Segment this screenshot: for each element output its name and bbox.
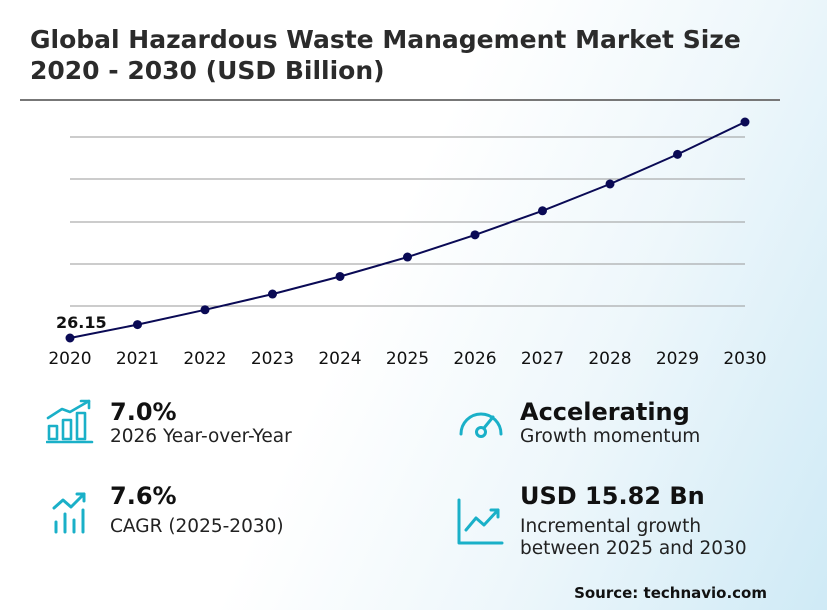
stat-cagr-value: 7.6% [110, 482, 177, 510]
stat-incremental-label-2: between 2025 and 2030 [520, 538, 747, 559]
x-tick-label: 2030 [723, 349, 766, 369]
x-tick-label: 2022 [183, 349, 226, 369]
stat-cagr-label: CAGR (2025-2030) [110, 516, 284, 537]
x-tick-label: 2025 [386, 349, 429, 369]
data-point-2027 [538, 206, 547, 216]
data-point-2028 [605, 179, 615, 189]
x-axis-ticks: 2020 2021 2022 2023 2024 2025 2026 2027 2028 2029… [48, 349, 766, 369]
data-label: 26.15 [56, 313, 107, 332]
trend-bars-icon [52, 492, 86, 534]
chart-grid [70, 136, 745, 307]
bar-chart-growth-icon [46, 399, 94, 444]
title-divider [20, 99, 780, 101]
stat-incremental: USD 15.82 Bn Incremental growth between … [520, 482, 747, 560]
x-tick-label: 2020 [48, 349, 91, 369]
x-tick-label: 2024 [318, 349, 361, 369]
stat-momentum: Accelerating Growth momentum [520, 398, 700, 448]
stat-yoy: 7.0% 2026 Year-over-Year [110, 398, 292, 448]
data-point-2026 [470, 230, 480, 240]
line-chart-icon [457, 498, 504, 545]
title-line-2: 2020 - 2030 (USD Billion) [30, 56, 385, 85]
data-point-2023 [268, 289, 277, 299]
stat-yoy-label: 2026 Year-over-Year [110, 426, 292, 447]
x-tick-label: 2029 [656, 349, 699, 369]
data-point-2021 [133, 320, 142, 330]
data-labels: 26.15 [56, 313, 107, 332]
x-tick-label: 2021 [116, 349, 159, 369]
stat-incremental-label-1: Incremental growth [520, 516, 702, 537]
source-note: Source: technavio.com [574, 584, 767, 602]
x-tick-label: 2026 [453, 349, 496, 369]
stat-momentum-value: Accelerating [520, 398, 690, 426]
data-point-2022 [200, 305, 210, 315]
x-tick-label: 2028 [588, 349, 631, 369]
series-points [65, 117, 750, 343]
stat-cagr: 7.6% CAGR (2025-2030) [110, 482, 284, 538]
data-point-2025 [403, 252, 412, 262]
data-point-2030 [740, 117, 750, 127]
data-point-2020 [65, 333, 75, 343]
stat-momentum-label: Growth momentum [520, 426, 701, 447]
line-chart: 2020 2021 2022 2023 2024 2025 2026 2027 2028 2029… [48, 117, 767, 369]
title-line-1: Global Hazardous Waste Management Market… [30, 25, 741, 54]
data-point-2024 [335, 271, 345, 281]
chart-title: Global Hazardous Waste Management Market… [30, 24, 820, 86]
x-tick-label: 2027 [521, 349, 564, 369]
speedometer-icon [459, 412, 503, 438]
stat-yoy-value: 7.0% [110, 398, 177, 426]
data-point-2029 [673, 149, 682, 159]
stat-incremental-value: USD 15.82 Bn [520, 482, 705, 510]
x-tick-label: 2023 [251, 349, 294, 369]
